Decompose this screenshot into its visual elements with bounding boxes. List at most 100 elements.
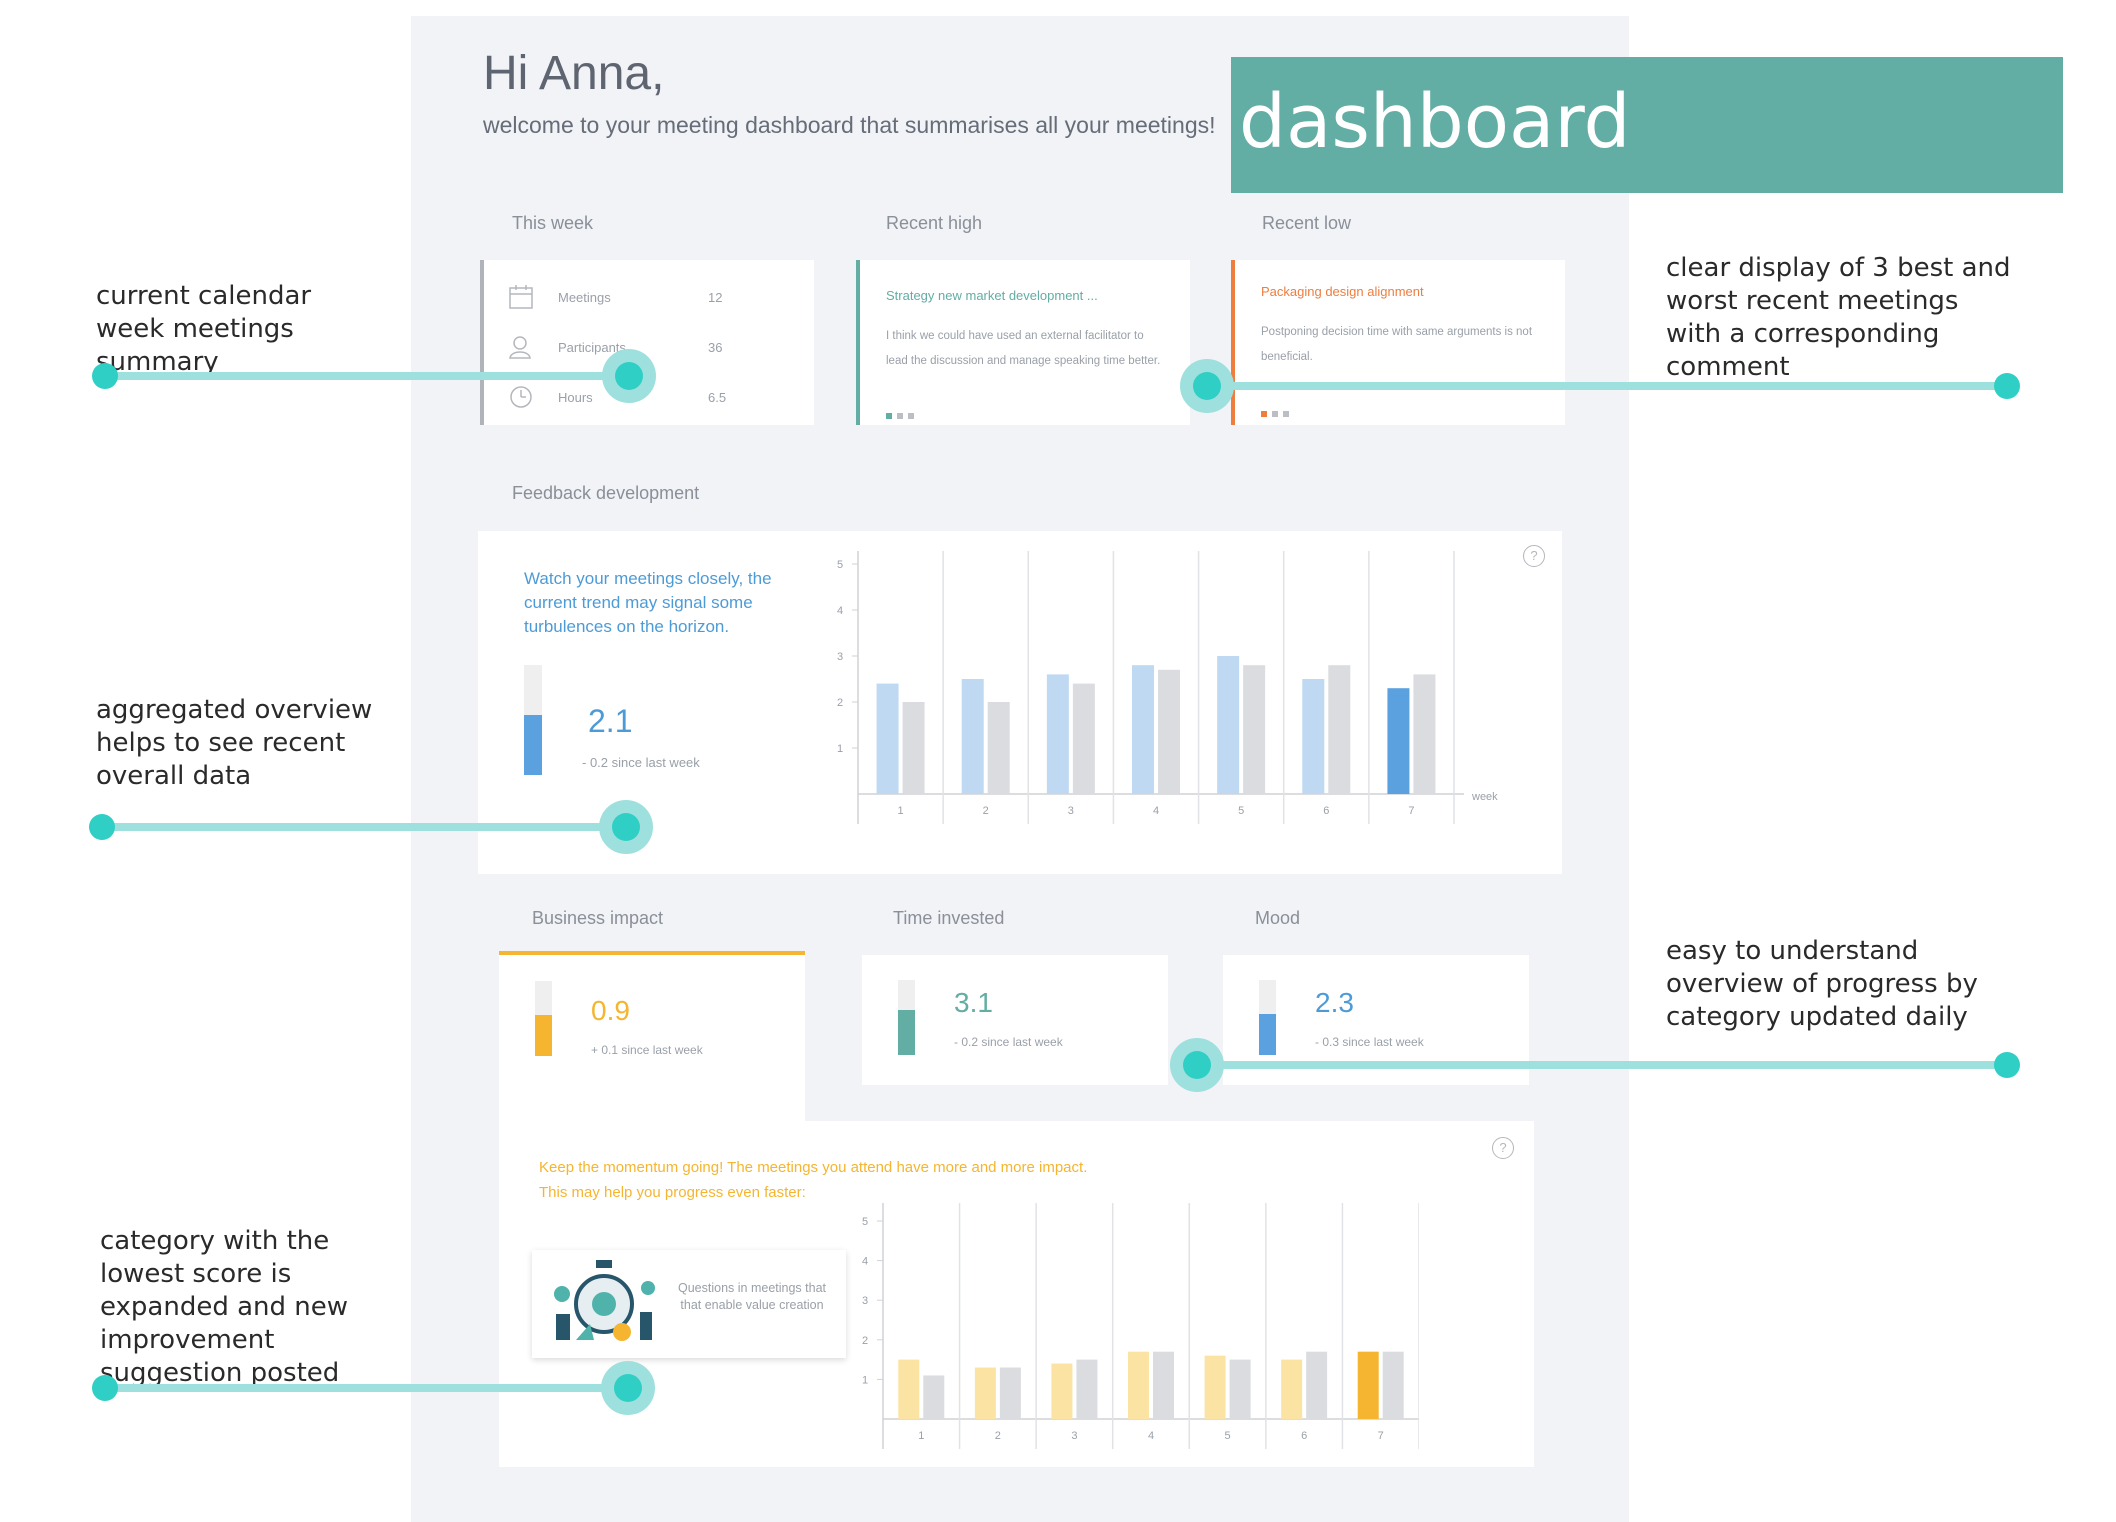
welcome-text: welcome to your meeting dashboard that s…	[483, 112, 1216, 138]
x-tick-label: 6	[1301, 1430, 1307, 1442]
annotation-week: current calendar week meetings summary	[96, 280, 386, 379]
feedback-value: 2.1	[588, 703, 633, 739]
x-tick-label: 5	[1238, 805, 1244, 817]
business-impact-label: Business impact	[532, 908, 664, 928]
pagination-dots[interactable]	[1261, 404, 1294, 422]
chart-bar	[1281, 1359, 1303, 1419]
chart-bar	[1132, 665, 1154, 794]
annotation-aggregated: aggregated overview helps to see recent …	[96, 694, 386, 793]
chart-bar	[1328, 665, 1351, 794]
clock-icon	[510, 386, 532, 408]
chart-bar	[1128, 1351, 1149, 1419]
connector-dot	[92, 363, 118, 389]
feedback-label: Feedback development	[512, 483, 700, 503]
mood-level-fill	[1259, 1013, 1276, 1055]
participants-row: Participants 36	[508, 332, 798, 372]
recent-low-title: Packaging design alignment	[1261, 284, 1424, 299]
recent-high-comment: I think we could have used an external f…	[886, 330, 1161, 367]
help-icon[interactable]: ?	[1523, 545, 1545, 567]
y-tick-label: 3	[837, 651, 843, 663]
chart-bar	[1243, 665, 1266, 794]
y-tick-label: 2	[862, 1335, 868, 1347]
calendar-icon	[509, 285, 533, 309]
impact-message-line2: This may help you progress even faster:	[539, 1184, 806, 1201]
hours-row: Hours 6.5	[508, 382, 798, 422]
recent-low-card[interactable]: Packaging design alignment Postponing de…	[1231, 260, 1565, 425]
chart-bar	[1153, 1351, 1174, 1419]
y-tick-label: 3	[862, 1295, 868, 1307]
y-tick-label: 1	[837, 743, 843, 755]
connector-target	[1180, 359, 1234, 413]
x-tick-label: 7	[1408, 805, 1414, 817]
chart-bar	[1302, 679, 1325, 794]
time-invested-label: Time invested	[893, 908, 1005, 928]
connector-line	[104, 372, 626, 380]
impact-detail-card: Keep the momentum going! The meetings yo…	[499, 1121, 1534, 1467]
connector-line	[1198, 1061, 2008, 1069]
business-impact-card[interactable]: 0.9 + 0.1 since last week	[499, 951, 805, 1125]
annotation-best-worst-text: clear display of 3 best and worst recent…	[1666, 253, 2011, 382]
chart-bar	[923, 1375, 945, 1419]
chart-bar	[1357, 1351, 1379, 1419]
chart-bar	[987, 702, 1010, 794]
connector-dot	[89, 814, 115, 840]
y-tick-label: 2	[837, 697, 843, 709]
chart-bar	[898, 1359, 920, 1419]
chart-bar	[876, 683, 899, 794]
annotation-aggregated-text: aggregated overview helps to see recent …	[96, 695, 373, 791]
connector-target	[1170, 1038, 1224, 1092]
recent-low-label: Recent low	[1262, 213, 1352, 233]
annotation-best-worst: clear display of 3 best and worst recent…	[1666, 252, 2016, 384]
connector-line	[1208, 382, 2008, 390]
x-axis-label: week	[1471, 791, 1498, 803]
meetings-row: Meetings 12	[508, 282, 798, 322]
suggestion-card[interactable]: Questions in meetings that that enable v…	[532, 1250, 846, 1358]
mood-level-bar	[1259, 980, 1276, 1055]
chart-bar	[1076, 1359, 1098, 1419]
chart-bar	[999, 1367, 1021, 1419]
chart-bar	[1413, 674, 1436, 794]
participants-icon	[509, 336, 531, 359]
y-tick-label: 4	[837, 605, 843, 617]
dashboard-banner: dashboard	[1231, 57, 2063, 193]
annotation-lowest-text: category with the lowest score is expand…	[100, 1226, 349, 1388]
annotation-lowest: category with the lowest score is expand…	[100, 1225, 420, 1390]
impact-message-line1: Keep the momentum going! The meetings yo…	[539, 1159, 1088, 1176]
impact-delta: + 0.1 since last week	[591, 1043, 703, 1057]
x-tick-label: 7	[1378, 1430, 1384, 1442]
impact-value: 0.9	[591, 995, 630, 1026]
time-value: 3.1	[954, 987, 993, 1018]
help-icon[interactable]: ?	[1492, 1137, 1514, 1159]
x-tick-label: 4	[1153, 805, 1159, 817]
recent-high-card[interactable]: Strategy new market development ... I th…	[856, 260, 1190, 425]
x-tick-label: 1	[918, 1430, 924, 1442]
participants-value: 36	[708, 340, 723, 355]
chart-bar	[1382, 1351, 1404, 1419]
x-tick-label: 2	[995, 1430, 1001, 1442]
x-tick-label: 6	[1323, 805, 1329, 817]
time-level-fill	[898, 1010, 915, 1055]
pagination-dots[interactable]	[886, 406, 919, 424]
chart-bar	[1217, 656, 1240, 794]
x-tick-label: 2	[983, 805, 989, 817]
y-tick-label: 1	[862, 1374, 868, 1386]
connector-target	[601, 1361, 655, 1415]
chart-bar	[1204, 1355, 1226, 1419]
mood-label: Mood	[1255, 908, 1301, 928]
chart-bar	[974, 1367, 996, 1419]
time-invested-card[interactable]: 3.1 - 0.2 since last week	[862, 955, 1168, 1085]
chart-bar	[961, 679, 984, 794]
chart-bar	[1072, 683, 1095, 794]
hours-label: Hours	[558, 390, 593, 405]
connector-target	[599, 800, 653, 854]
connector-dot	[92, 1375, 118, 1401]
x-tick-label: 4	[1148, 1430, 1154, 1442]
x-tick-label: 3	[1071, 1430, 1077, 1442]
greeting: Hi Anna,	[483, 47, 665, 100]
feedback-card: Watch your meetings closely, the current…	[478, 531, 1562, 874]
suggestion-text: Questions in meetings that that enable v…	[678, 1281, 826, 1312]
recent-high-label: Recent high	[886, 213, 983, 233]
annotation-week-text: current calendar week meetings summary	[96, 281, 312, 377]
mood-value: 2.3	[1315, 987, 1354, 1018]
this-week-card[interactable]: Meetings 12 Participants 36 Hours 6.5	[480, 260, 814, 425]
